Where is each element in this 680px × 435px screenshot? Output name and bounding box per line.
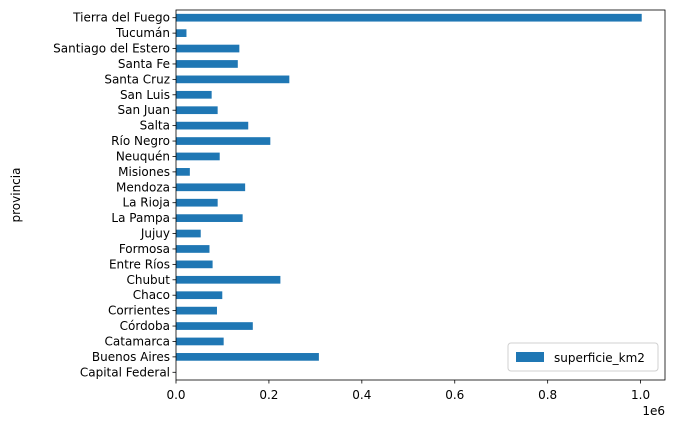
bar bbox=[176, 76, 289, 84]
bar bbox=[176, 60, 238, 68]
bar bbox=[176, 91, 212, 99]
bar bbox=[176, 168, 190, 176]
y-tick-label: Chubut bbox=[126, 273, 170, 287]
y-tick-label: San Juan bbox=[118, 103, 171, 117]
y-tick-label: Mendoza bbox=[116, 180, 170, 194]
x-tick-labels: 0.0 0.2 0.4 0.6 0.8 1.0 bbox=[166, 380, 650, 402]
y-tick-label: Neuquén bbox=[116, 149, 170, 163]
y-tick-label: Catamarca bbox=[105, 334, 170, 348]
bar bbox=[176, 261, 213, 269]
bar bbox=[176, 137, 270, 145]
bar bbox=[176, 122, 248, 130]
bar bbox=[176, 106, 218, 114]
x-axis-scale-label: 1e6 bbox=[642, 404, 665, 418]
bar bbox=[176, 230, 201, 238]
y-tick-label: Tucumán bbox=[115, 26, 170, 40]
x-tick-label: 0.4 bbox=[352, 388, 371, 402]
y-tick-label: Salta bbox=[140, 119, 170, 133]
x-tick-label: 0.2 bbox=[259, 388, 278, 402]
x-tick-label: 0.0 bbox=[166, 388, 185, 402]
y-tick-label: Capital Federal bbox=[80, 365, 170, 379]
bar bbox=[176, 276, 280, 284]
bar bbox=[176, 291, 222, 299]
legend-label: superficie_km2 bbox=[554, 351, 645, 365]
y-tick-label: Buenos Aires bbox=[92, 350, 170, 364]
y-axis-label: provincia bbox=[9, 168, 23, 223]
y-tick-label: Córdoba bbox=[120, 319, 170, 333]
y-tick-label: San Luis bbox=[120, 88, 170, 102]
y-tick-label: Río Negro bbox=[111, 134, 170, 148]
bar bbox=[176, 199, 218, 207]
bars-layer bbox=[176, 14, 642, 376]
y-tick-label: Formosa bbox=[119, 242, 170, 256]
bar bbox=[176, 245, 209, 253]
y-tick-label: La Rioja bbox=[122, 196, 170, 210]
y-tick-label: Tierra del Fuego bbox=[72, 11, 170, 25]
bar bbox=[176, 214, 243, 222]
x-tick-label: 0.6 bbox=[445, 388, 464, 402]
bar bbox=[176, 153, 220, 161]
y-tick-label: Santa Fe bbox=[118, 57, 170, 71]
legend: superficie_km2 bbox=[508, 343, 658, 371]
y-tick-label: Santa Cruz bbox=[104, 72, 170, 86]
bar bbox=[176, 29, 186, 37]
bar bbox=[176, 353, 319, 361]
x-tick-label: 1.0 bbox=[631, 388, 650, 402]
bar bbox=[176, 338, 224, 346]
y-tick-label: Jujuy bbox=[140, 227, 170, 241]
y-tick-label: Entre Ríos bbox=[109, 257, 170, 271]
bar bbox=[176, 307, 217, 315]
y-tick-label: Misiones bbox=[118, 165, 170, 179]
bar bbox=[176, 14, 642, 22]
x-tick-label: 0.8 bbox=[538, 388, 557, 402]
legend-swatch bbox=[516, 352, 544, 362]
bar bbox=[176, 322, 253, 330]
bar bbox=[176, 183, 245, 191]
y-tick-label: Santiago del Estero bbox=[53, 42, 170, 56]
y-tick-label: Chaco bbox=[133, 288, 170, 302]
y-tick-label: La Pampa bbox=[111, 211, 170, 225]
y-tick-label: Corrientes bbox=[108, 304, 170, 318]
bar bbox=[176, 45, 239, 53]
